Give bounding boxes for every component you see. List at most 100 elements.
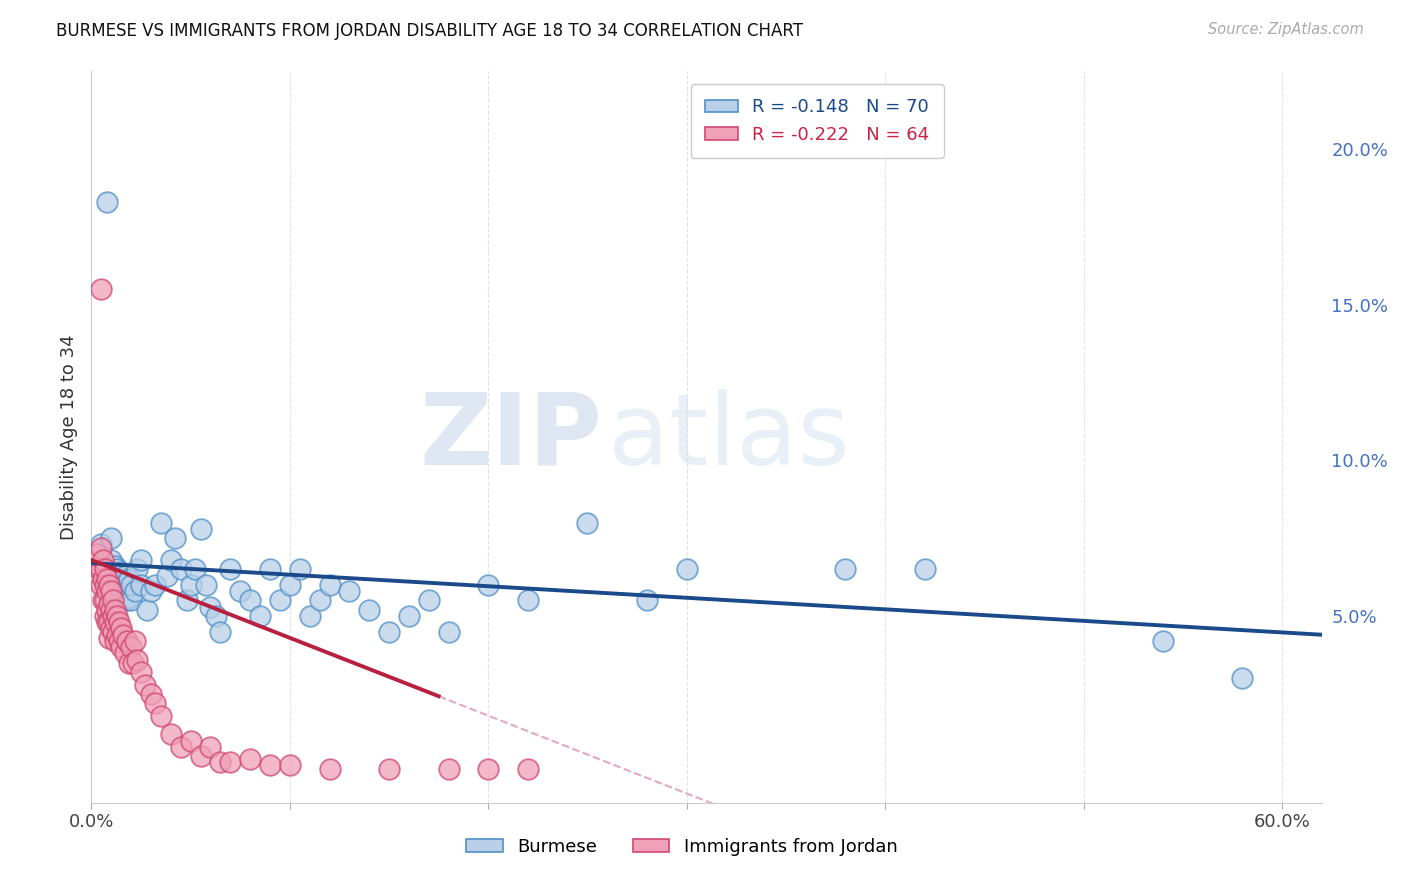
Point xyxy=(90,282,112,296)
Point xyxy=(100,622,122,636)
Point xyxy=(124,634,146,648)
Point xyxy=(100,568,122,582)
Point xyxy=(110,578,132,592)
Point xyxy=(105,628,128,642)
Point xyxy=(114,568,136,582)
Point xyxy=(108,615,131,630)
Point xyxy=(288,562,311,576)
Point xyxy=(516,762,538,776)
Point xyxy=(239,752,262,766)
Point xyxy=(100,531,122,545)
Point xyxy=(159,553,181,567)
Y-axis label: Disability Age 18 to 34: Disability Age 18 to 34 xyxy=(59,334,77,540)
Point xyxy=(94,593,117,607)
Point xyxy=(418,593,440,607)
Point xyxy=(96,615,118,630)
Point xyxy=(103,624,125,639)
Point xyxy=(143,696,166,710)
Point xyxy=(378,762,401,776)
Point xyxy=(163,531,186,545)
Point xyxy=(110,622,132,636)
Point xyxy=(115,634,138,648)
Point xyxy=(516,593,538,607)
Point xyxy=(108,584,131,599)
Text: Source: ZipAtlas.com: Source: ZipAtlas.com xyxy=(1208,22,1364,37)
Point xyxy=(636,593,658,607)
Point xyxy=(96,572,118,586)
Point xyxy=(112,628,135,642)
Point xyxy=(219,562,242,576)
Point xyxy=(139,584,162,599)
Point xyxy=(90,562,112,576)
Point xyxy=(120,593,142,607)
Point xyxy=(96,584,118,599)
Point xyxy=(100,584,122,599)
Point xyxy=(129,553,152,567)
Point xyxy=(156,568,179,582)
Point xyxy=(124,584,146,599)
Point xyxy=(914,562,936,576)
Point xyxy=(103,609,125,624)
Point xyxy=(104,603,127,617)
Point xyxy=(115,574,138,589)
Point xyxy=(298,609,321,624)
Point xyxy=(110,591,132,605)
Point xyxy=(337,584,360,599)
Point xyxy=(318,762,340,776)
Point xyxy=(120,578,142,592)
Point xyxy=(114,647,136,661)
Point xyxy=(195,578,218,592)
Point xyxy=(89,562,111,576)
Point xyxy=(105,609,128,624)
Point xyxy=(105,562,128,576)
Point xyxy=(149,708,172,723)
Text: atlas: atlas xyxy=(607,389,849,485)
Point xyxy=(91,572,114,586)
Point xyxy=(398,609,420,624)
Point xyxy=(200,739,222,754)
Point xyxy=(129,578,152,592)
Point xyxy=(209,624,232,639)
Point xyxy=(108,634,131,648)
Point xyxy=(100,603,122,617)
Point xyxy=(149,516,172,530)
Point xyxy=(269,593,291,607)
Point xyxy=(143,578,166,592)
Point xyxy=(190,749,212,764)
Legend: Burmese, Immigrants from Jordan: Burmese, Immigrants from Jordan xyxy=(460,830,904,863)
Text: ZIP: ZIP xyxy=(419,389,602,485)
Point xyxy=(170,739,193,754)
Point xyxy=(112,572,135,586)
Point xyxy=(219,756,242,770)
Point xyxy=(118,572,141,586)
Point xyxy=(259,758,281,772)
Point xyxy=(239,593,262,607)
Point xyxy=(437,762,460,776)
Point xyxy=(675,562,697,576)
Point xyxy=(105,578,128,592)
Point xyxy=(205,609,228,624)
Point xyxy=(125,562,148,576)
Point xyxy=(118,591,141,605)
Point xyxy=(129,665,152,679)
Point xyxy=(94,562,117,576)
Point xyxy=(86,547,108,561)
Point xyxy=(100,553,122,567)
Point xyxy=(118,656,141,670)
Point xyxy=(359,603,381,617)
Point xyxy=(170,562,193,576)
Point xyxy=(94,578,117,592)
Point xyxy=(200,599,222,614)
Point xyxy=(91,593,114,607)
Point xyxy=(110,566,132,580)
Point xyxy=(104,572,127,586)
Point xyxy=(834,562,856,576)
Point xyxy=(98,615,121,630)
Point xyxy=(112,593,135,607)
Point xyxy=(98,597,121,611)
Point xyxy=(114,584,136,599)
Point xyxy=(134,677,156,691)
Point xyxy=(209,756,232,770)
Point xyxy=(90,541,112,555)
Point xyxy=(259,562,281,576)
